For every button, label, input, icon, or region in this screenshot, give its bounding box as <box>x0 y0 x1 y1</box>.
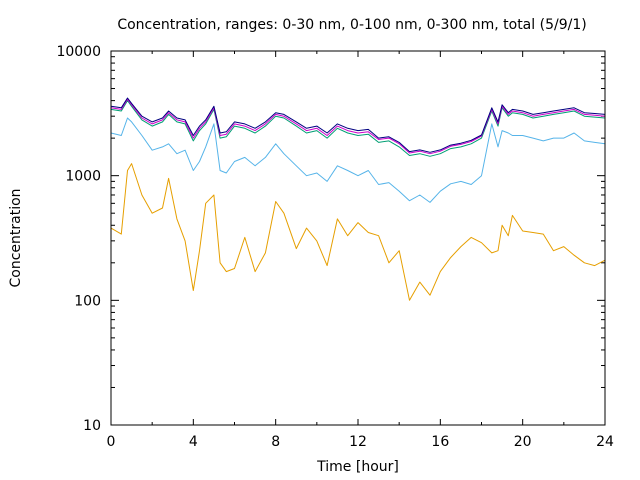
plot-frame <box>110 50 606 426</box>
y-tick-label: 1000 <box>65 169 101 185</box>
series-line-4 <box>110 98 606 155</box>
y-tick-label: 10 <box>83 418 101 434</box>
x-tick-label: 4 <box>189 434 198 450</box>
series-line-3 <box>110 100 606 157</box>
y-tick-label: 10000 <box>56 44 101 60</box>
series-line-2 <box>110 117 606 203</box>
x-tick-label: 8 <box>271 434 280 450</box>
x-tick-label: 12 <box>349 434 367 450</box>
y-axis-label: Concentration <box>8 188 24 287</box>
y-tick-label: 100 <box>74 293 101 309</box>
x-tick-label: 16 <box>431 434 449 450</box>
x-tick-label: 20 <box>514 434 532 450</box>
series-line-5 <box>110 97 606 153</box>
x-axis-label: Time [hour] <box>316 459 399 475</box>
axis-ticks: 0 4 8 12 16 20 24 10 100 1000 10000 <box>56 44 614 450</box>
series-line-1 <box>110 163 606 301</box>
chart-title: Concentration, ranges: 0-30 nm, 0-100 nm… <box>117 17 586 33</box>
x-tick-label: 24 <box>596 434 614 450</box>
series-lines <box>110 97 606 301</box>
x-tick-label: 0 <box>107 434 116 450</box>
